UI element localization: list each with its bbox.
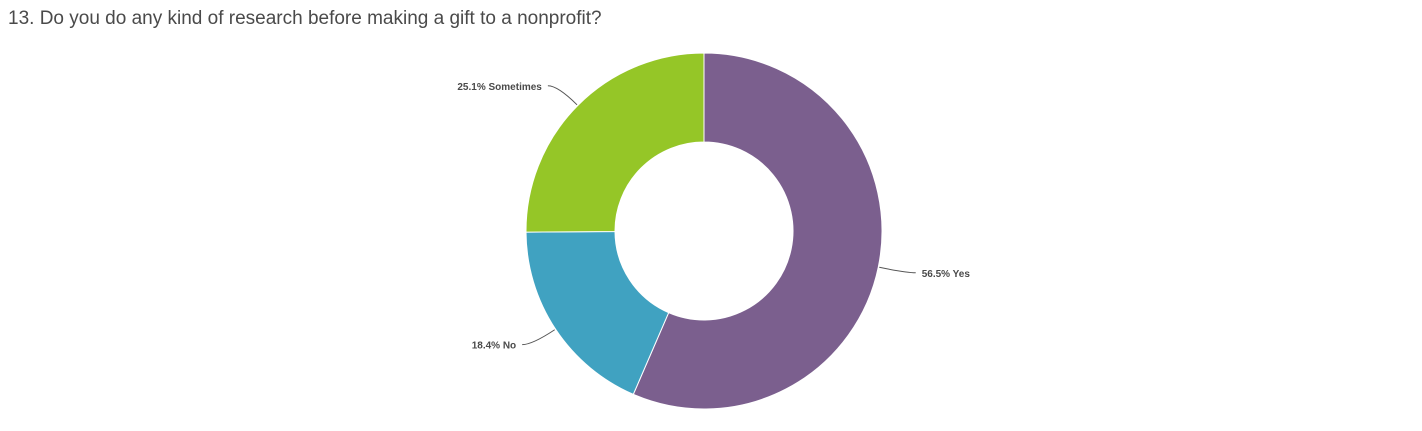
leader-line-yes — [879, 266, 916, 274]
slice-sometimes — [525, 52, 705, 233]
slice-labels: 56.5% Yes 18.4% No 25.1% Sometimes — [457, 82, 970, 352]
slice-label-yes: 56.5% Yes — [922, 269, 971, 280]
slice-no — [525, 231, 670, 396]
donut-slices — [525, 52, 883, 410]
slice-label-no: 18.4% No — [472, 341, 516, 352]
leader-line-sometimes — [547, 85, 578, 106]
question-title: 13. Do you do any kind of research befor… — [8, 8, 602, 29]
slice-yes — [632, 52, 883, 410]
leader-line-no — [522, 329, 555, 346]
slice-label-sometimes: 25.1% Sometimes — [457, 82, 542, 93]
